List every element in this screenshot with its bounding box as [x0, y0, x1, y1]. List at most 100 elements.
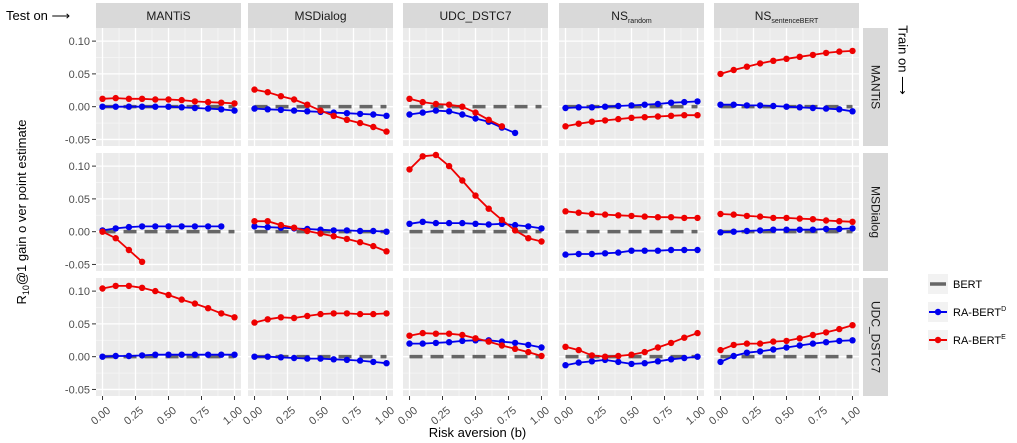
y-tick-label: 0.05 [69, 319, 90, 331]
data-point [445, 330, 453, 337]
data-point [251, 86, 258, 93]
data-point [277, 106, 285, 114]
data-point [575, 359, 582, 366]
data-point [290, 107, 298, 114]
x-tick-label: 0.75 [188, 405, 212, 428]
data-point [694, 214, 701, 222]
data-point [304, 355, 311, 362]
data-point [575, 104, 582, 111]
column-strip-label: MANTiS [146, 9, 190, 23]
data-point [165, 291, 172, 299]
data-point [485, 221, 492, 228]
column-strip [96, 3, 241, 28]
data-point [277, 93, 285, 100]
y-tick-label: 0.00 [69, 227, 90, 239]
train-on-label: Train on ⟶ [896, 25, 911, 94]
data-point [796, 104, 803, 111]
data-point [641, 348, 648, 356]
data-point [406, 332, 413, 339]
data-point [356, 357, 364, 364]
data-point [99, 95, 106, 103]
data-point [218, 106, 225, 113]
data-point [472, 220, 479, 227]
data-point [822, 329, 830, 336]
data-point [575, 120, 582, 127]
y-axis-title: R10@1 gain o ver point estimate [14, 119, 31, 304]
data-point [152, 103, 159, 110]
data-point [641, 360, 648, 367]
data-point [383, 228, 390, 235]
data-point [667, 246, 675, 254]
data-point [717, 358, 724, 366]
data-point [694, 329, 701, 337]
data-point [730, 211, 737, 218]
data-point [290, 354, 298, 362]
data-point [601, 103, 609, 110]
data-point [641, 247, 648, 254]
data-point [628, 360, 635, 368]
data-point [694, 246, 701, 254]
data-point [809, 340, 817, 347]
data-point [383, 360, 390, 367]
data-point [204, 351, 212, 358]
data-point [615, 249, 622, 256]
data-point [770, 338, 777, 345]
legend-label: BERT [953, 279, 982, 291]
data-point [419, 153, 426, 160]
column-strip-subscript: sentenceBERT [771, 18, 819, 25]
data-point [178, 296, 185, 303]
data-point [112, 94, 119, 102]
data-point [654, 113, 662, 120]
data-point [191, 98, 199, 105]
panel [559, 278, 704, 396]
data-point [218, 223, 225, 230]
data-point [125, 95, 133, 103]
data-point [849, 225, 856, 232]
data-point [770, 102, 777, 110]
data-point [743, 63, 751, 70]
column-strip [714, 3, 859, 28]
data-point [383, 310, 390, 317]
data-point [796, 215, 803, 222]
data-point [138, 223, 146, 230]
data-point [809, 331, 817, 339]
x-tick-label: 0.50 [618, 405, 642, 428]
data-point [459, 337, 466, 345]
data-point [231, 351, 238, 358]
data-point [406, 220, 413, 227]
data-point [796, 342, 803, 349]
data-point [99, 353, 106, 360]
data-point [628, 212, 635, 220]
data-point [694, 353, 701, 360]
data-point [796, 335, 803, 342]
data-point [694, 98, 701, 105]
data-point [472, 115, 479, 122]
data-point [264, 106, 271, 113]
data-point [717, 229, 724, 236]
data-point [485, 338, 492, 345]
data-point [525, 235, 532, 242]
data-point [406, 340, 413, 347]
data-point [317, 230, 324, 237]
x-tick-label: 0.25 [585, 405, 609, 428]
data-point [356, 310, 364, 318]
data-point [654, 100, 662, 108]
data-point [538, 352, 545, 360]
legend-label-superscript: E [1001, 334, 1006, 341]
data-point [601, 250, 609, 257]
y-tick-label: -0.05 [65, 134, 90, 146]
data-point [615, 115, 622, 123]
data-point [356, 119, 364, 127]
y-tick-label: 0.00 [69, 352, 90, 364]
data-point [343, 356, 351, 364]
data-point [796, 226, 803, 233]
series-line-ra-bert-d [102, 225, 222, 232]
y-tick-label: 0.05 [69, 69, 90, 81]
x-tick-label: 0.25 [740, 405, 764, 428]
data-point [370, 358, 377, 366]
data-point [783, 344, 790, 351]
data-point [575, 346, 582, 354]
data-point [562, 123, 569, 130]
data-point [849, 337, 856, 344]
x-tick-label: 0.00 [89, 405, 113, 428]
